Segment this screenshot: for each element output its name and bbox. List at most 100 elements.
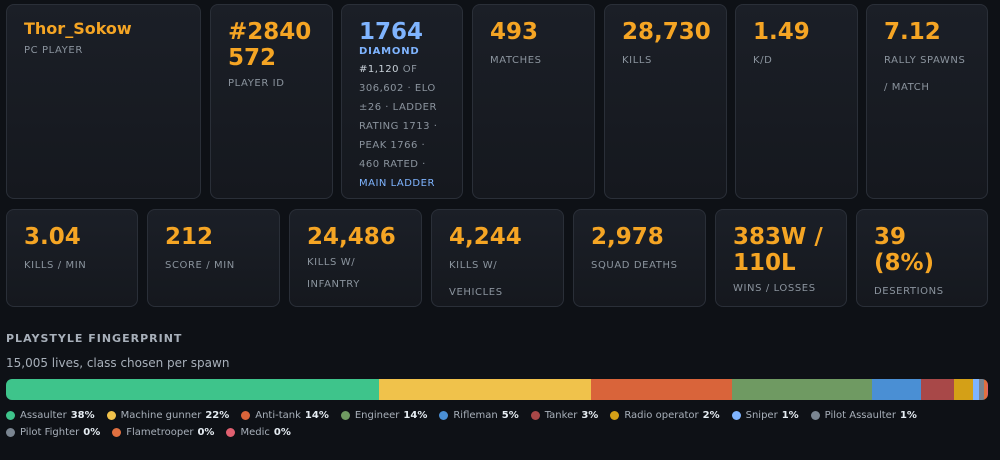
playstyle-subtitle: 15,005 lives, class chosen per spawn — [6, 356, 230, 370]
stat-value: 39 (8%) — [874, 224, 935, 276]
bar-segment-medic — [986, 379, 988, 400]
legend-swatch-icon — [6, 428, 15, 437]
legend-label: Medic — [240, 427, 270, 438]
stat-value: 24,486 — [307, 224, 396, 250]
legend-swatch-icon — [530, 411, 540, 420]
legend-percent: 0% — [197, 427, 215, 438]
stat-card-infantry-kills: 24,486 KILLS W/ INFANTRY — [289, 209, 422, 307]
stat-value: 1.49 — [753, 19, 810, 45]
legend-item-radio-operator: Radio operator 2% — [610, 409, 720, 422]
legend-percent: 1% — [899, 410, 917, 421]
stat-card-kills: 28,730 KILLS — [604, 4, 727, 199]
legend-percent: 3% — [581, 410, 599, 421]
legend-swatch-icon — [610, 411, 620, 420]
legend-item-rifleman: Rifleman 5% — [439, 409, 519, 422]
legend-item-medic: Medic 0% — [226, 426, 291, 439]
legend-swatch-icon — [810, 411, 820, 420]
elo-detail-text: OF 306,602 · ELO ±26 · LADDER RATING 171… — [359, 64, 438, 170]
legend-item-tanker: Tanker 3% — [530, 409, 599, 422]
legend-label: Machine gunner — [120, 410, 202, 421]
stat-card-matches: 493 MATCHES — [472, 4, 595, 199]
legend-item-engineer: Engineer 14% — [340, 409, 428, 422]
stat-label: KILLS W/ VEHICLES — [449, 260, 503, 298]
elo-rating: 1764 — [359, 19, 424, 45]
bar-segment-radio-operator — [953, 379, 974, 400]
player-id-label: PLAYER ID — [228, 78, 285, 89]
legend-swatch-icon — [112, 428, 122, 437]
player-id-line2: 572 — [228, 45, 277, 71]
stat-label: KILLS W/ INFANTRY — [307, 257, 360, 290]
bar-segment-flametrooper — [984, 379, 987, 400]
player-id-line1: #2840 — [228, 19, 312, 45]
stat-card-desertions: 39 (8%) DESERTIONS — [856, 209, 988, 307]
legend-swatch-icon — [340, 411, 350, 420]
legend-label: Tanker — [544, 410, 578, 421]
stat-label: DESERTIONS — [874, 286, 944, 297]
legend-item-machine-gunner: Machine gunner 22% — [106, 409, 230, 422]
bar-segment-rifleman — [872, 379, 922, 400]
main-ladder-link[interactable]: MAIN LADDER — [359, 178, 435, 189]
stat-label: K/D — [753, 55, 773, 66]
legend-swatch-icon — [241, 411, 251, 420]
legend-item-assaulter: Assaulter 38% — [6, 409, 95, 422]
player-platform: PC PLAYER — [24, 45, 83, 56]
stat-card-vehicle-kills: 4,244 KILLS W/ VEHICLES — [431, 209, 564, 307]
elo-card: 1764 DIAMOND #1,120 OF 306,602 · ELO ±26… — [341, 4, 463, 199]
legend-label: Radio operator — [624, 410, 699, 421]
legend-percent: 14% — [403, 410, 428, 421]
legend-percent: 0% — [83, 427, 101, 438]
stat-card-squad-deaths: 2,978 SQUAD DEATHS — [573, 209, 706, 307]
stat-value: 7.12 — [884, 19, 941, 45]
legend-label: Engineer — [354, 410, 400, 421]
bar-segment-sniper — [973, 379, 980, 400]
legend-label: Anti-tank — [255, 410, 301, 421]
legend-item-pilot-fighter: Pilot Fighter 0% — [6, 426, 100, 439]
stat-card-kd: 1.49 K/D — [735, 4, 858, 199]
legend-label: Pilot Fighter — [20, 427, 80, 438]
stat-value: 4,244 — [449, 224, 522, 250]
bar-segment-assaulter — [6, 379, 380, 400]
stat-card-wins-losses: 383W / 110L WINS / LOSSES — [715, 209, 847, 307]
stat-label: KILLS / MIN — [24, 260, 87, 271]
legend-item-pilot-assaulter: Pilot Assaulter 1% — [810, 409, 917, 422]
legend-label: Rifleman — [453, 410, 498, 421]
stat-label: RALLY SPAWNS / MATCH — [884, 55, 966, 93]
legend-swatch-icon — [106, 411, 116, 420]
playstyle-title: PLAYSTYLE FINGERPRINT — [6, 332, 183, 345]
legend-item-flametrooper: Flametrooper 0% — [112, 426, 214, 439]
legend-percent: 38% — [70, 410, 95, 421]
bar-segment-tanker — [921, 379, 954, 400]
stat-value: 28,730 — [622, 19, 711, 45]
stat-value: 493 — [490, 19, 539, 45]
elo-tier: DIAMOND — [359, 46, 420, 57]
legend-item-anti-tank: Anti-tank 14% — [241, 409, 329, 422]
elo-detail: #1,120 OF 306,602 · ELO ±26 · LADDER RAT… — [359, 60, 445, 193]
legend-label: Flametrooper — [126, 427, 194, 438]
class-distribution-bar — [6, 379, 988, 400]
stat-label: MATCHES — [490, 55, 542, 66]
legend-swatch-icon — [439, 411, 449, 420]
legend-percent: 22% — [205, 410, 230, 421]
stat-value: 3.04 — [24, 224, 81, 250]
bar-segment-engineer — [731, 379, 873, 400]
elo-rank: #1,120 — [359, 64, 400, 75]
player-name: Thor_Sokow — [24, 19, 132, 38]
bar-segment-pilot-assaulter — [979, 379, 985, 400]
player-id-card: #2840 572 PLAYER ID — [210, 4, 333, 199]
legend-percent: 14% — [304, 410, 329, 421]
legend-label: Sniper — [745, 410, 778, 421]
stat-label: SQUAD DEATHS — [591, 260, 678, 271]
stat-value: 383W / 110L — [733, 224, 823, 276]
legend-label: Pilot Assaulter — [824, 410, 896, 421]
player-card: Thor_Sokow PC PLAYER — [6, 4, 201, 199]
stat-card-kills-per-min: 3.04 KILLS / MIN — [6, 209, 138, 307]
legend-label: Assaulter — [20, 410, 67, 421]
stat-label: SCORE / MIN — [165, 260, 235, 271]
legend-item-sniper: Sniper 1% — [731, 409, 799, 422]
legend-percent: 1% — [781, 410, 799, 421]
stat-label: WINS / LOSSES — [733, 283, 816, 294]
stat-card-rally: 7.12 RALLY SPAWNS / MATCH — [866, 4, 988, 199]
legend-percent: 0% — [273, 427, 291, 438]
legend-swatch-icon — [226, 428, 236, 437]
bar-segment-anti-tank — [591, 379, 732, 400]
